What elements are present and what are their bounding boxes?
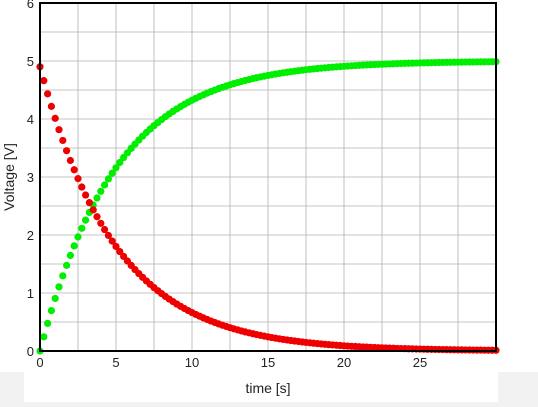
data-point (63, 261, 71, 269)
x-axis-title: time [s] (245, 380, 290, 396)
data-point (97, 187, 105, 195)
data-point (70, 166, 78, 174)
x-tick-label: 20 (337, 355, 351, 370)
data-point (47, 307, 56, 315)
data-point (93, 194, 101, 202)
y-tick-label: 4 (27, 112, 34, 127)
x-tick-label: 15 (261, 355, 275, 370)
y-tick-label: 1 (27, 286, 34, 301)
data-point (66, 156, 74, 165)
data-point (108, 169, 116, 177)
y-tick-label: 2 (27, 228, 34, 243)
data-point (101, 225, 109, 234)
data-point (51, 294, 59, 303)
data-point (112, 164, 120, 172)
data-point (40, 333, 48, 341)
data-point (101, 181, 109, 189)
y-tick-label: 6 (27, 0, 34, 11)
x-tick-label: 25 (413, 355, 427, 370)
data-point (47, 102, 56, 110)
x-tick-label: 5 (112, 355, 119, 370)
data-point (55, 126, 63, 134)
x-tick-label: 0 (36, 355, 43, 370)
data-point (51, 114, 59, 122)
data-point (104, 175, 112, 183)
data-point (78, 224, 86, 232)
data-point (82, 191, 90, 199)
data-point (55, 283, 63, 291)
data-point (74, 175, 82, 183)
data-point (59, 136, 67, 145)
data-point (89, 206, 97, 214)
data-point (44, 90, 52, 98)
data-point (59, 272, 67, 280)
data-point (112, 242, 120, 251)
data-point (40, 77, 48, 85)
data-point (44, 319, 52, 328)
data-point (108, 237, 116, 245)
data-point (82, 216, 90, 224)
series-0 (36, 58, 500, 355)
data-point (93, 213, 101, 221)
x-tick-label: 10 (185, 355, 199, 370)
data-point (116, 158, 124, 167)
data-point (97, 219, 105, 227)
data-point (63, 147, 71, 155)
grid-lines (40, 3, 496, 351)
data-point (70, 242, 78, 250)
x-axis-title-background (24, 372, 498, 402)
data-point (78, 183, 86, 191)
data-point (74, 233, 82, 241)
y-axis-title: Voltage [V] (1, 143, 17, 211)
data-point (104, 231, 112, 240)
data-point (85, 199, 93, 207)
y-tick-label: 3 (27, 170, 34, 185)
plot-frame (39, 2, 497, 352)
data-point (116, 247, 124, 256)
tick-labels: 0 5 10 15 20 25 0 1 2 3 4 5 6 (27, 0, 427, 370)
y-tick-label: 0 (27, 344, 34, 359)
y-tick-label: 5 (27, 54, 34, 69)
data-point (66, 251, 74, 259)
